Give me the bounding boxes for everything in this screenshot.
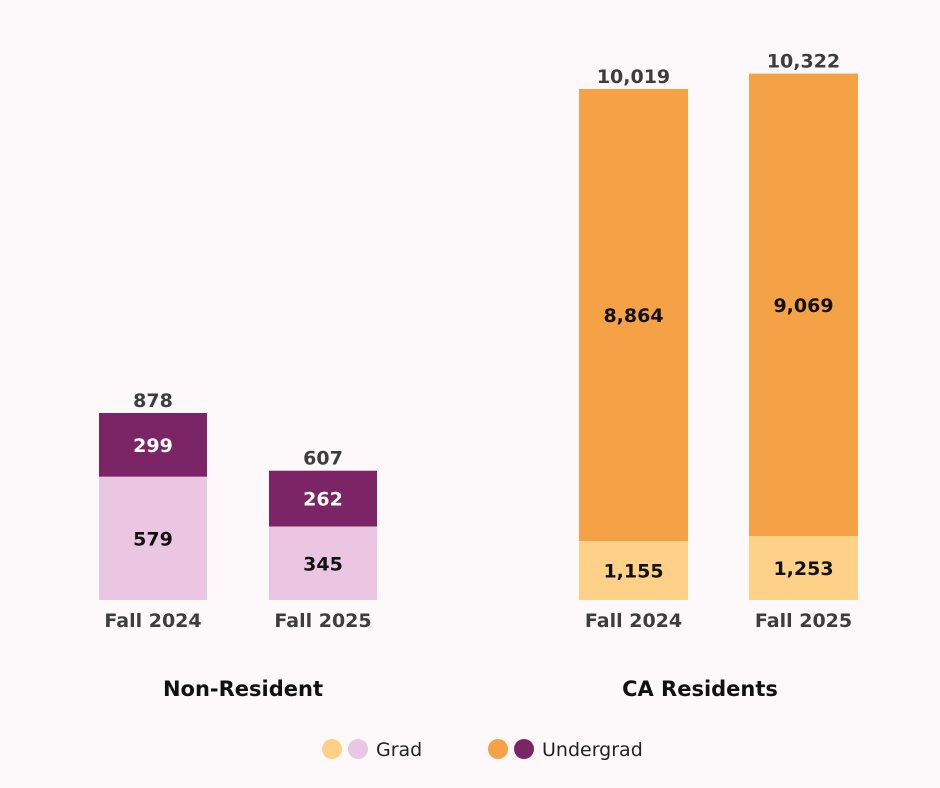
bar-grad-2 — [269, 526, 377, 600]
bar-undergrad-2 — [269, 470, 377, 527]
legend-undergrad-swatch-ca — [488, 739, 508, 759]
group-title: Non-Resident — [163, 677, 323, 701]
ca-residents-chart: 1,155 8,864 10,019 Fall 2024 1,253 9,069 10,32… — [579, 51, 858, 701]
bar-undergrad-2 — [749, 73, 858, 537]
legend-undergrad-label: Undergrad — [542, 739, 643, 761]
category-label: Fall 2025 — [274, 610, 371, 632]
legend-grad-swatch-nr — [348, 739, 368, 759]
segment-label: 8,864 — [603, 305, 663, 327]
legend-grad-label: Grad — [376, 739, 422, 761]
bar-grad-1 — [99, 476, 207, 600]
legend: Grad Undergrad — [322, 739, 643, 761]
segment-label: 9,069 — [773, 295, 833, 317]
segment-label: 262 — [303, 489, 343, 511]
bar-undergrad-1 — [579, 89, 688, 542]
category-label: Fall 2024 — [585, 610, 682, 632]
legend-undergrad-swatch-nr — [514, 739, 534, 759]
bar-grad-1 — [579, 541, 688, 600]
total-label: 878 — [133, 390, 173, 412]
bar-grad-2 — [749, 536, 858, 600]
group-title: CA Residents — [622, 677, 778, 701]
bar-undergrad-1 — [99, 413, 207, 477]
total-label: 10,019 — [597, 66, 670, 88]
segment-label: 1,155 — [603, 561, 663, 583]
total-label: 10,322 — [767, 51, 840, 73]
segment-label: 579 — [133, 528, 173, 550]
segment-label: 299 — [133, 435, 173, 457]
total-label: 607 — [303, 448, 343, 470]
category-label: Fall 2025 — [755, 610, 852, 632]
segment-label: 345 — [303, 553, 343, 575]
non-resident-chart: 579 299 878 Fall 2024 345 262 607 Fall 2025 Non-… — [99, 390, 377, 701]
legend-grad-swatch-ca — [322, 739, 342, 759]
category-label: Fall 2024 — [104, 610, 201, 632]
segment-label: 1,253 — [773, 558, 833, 580]
